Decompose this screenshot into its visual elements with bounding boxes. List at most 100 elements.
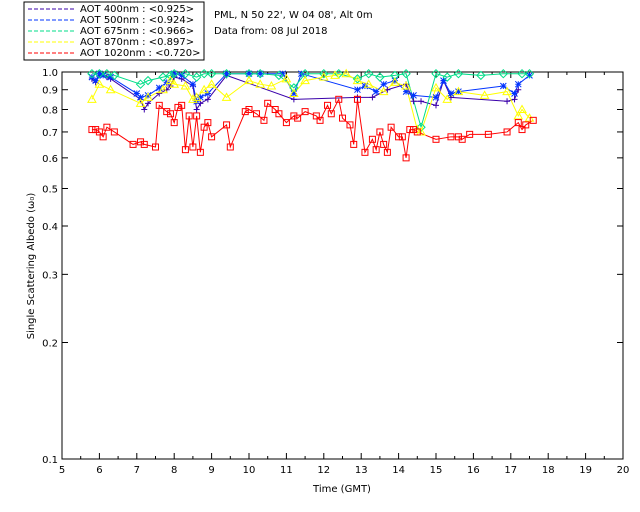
data-point	[484, 130, 492, 138]
data-point	[170, 70, 178, 78]
x-tick-label: 5	[59, 465, 65, 476]
data-point	[517, 68, 527, 79]
data-point	[152, 143, 159, 151]
data-point	[335, 95, 343, 103]
x-tick-label: 14	[392, 465, 405, 476]
data-point	[279, 70, 287, 78]
data-point	[447, 90, 455, 97]
data-point	[526, 72, 533, 79]
data-point	[524, 68, 535, 79]
data-point	[87, 68, 97, 79]
data-point	[391, 77, 399, 84]
data-point	[432, 93, 440, 101]
data-point	[368, 135, 376, 143]
data-point	[522, 121, 530, 129]
x-tick-label: 12	[317, 465, 330, 476]
data-point	[413, 128, 421, 136]
x-tick-label: 13	[355, 465, 368, 476]
data-point	[191, 72, 202, 82]
data-point	[255, 79, 266, 88]
data-point	[511, 96, 518, 103]
data-point	[380, 80, 387, 88]
data-point	[402, 154, 410, 162]
data-point	[158, 84, 168, 94]
data-point	[174, 103, 182, 111]
data-point	[140, 140, 148, 148]
data-point	[515, 86, 522, 93]
data-point	[479, 90, 490, 99]
x-tick-label: 11	[280, 465, 293, 476]
y-tick-label: 0.2	[42, 339, 58, 350]
data-point	[96, 70, 103, 78]
data-point	[135, 79, 146, 89]
data-point	[369, 94, 376, 101]
data-point	[170, 119, 178, 127]
data-point	[387, 123, 395, 131]
data-point	[275, 110, 283, 118]
x-tick-label: 6	[96, 465, 102, 476]
data-point	[503, 128, 511, 136]
data-point	[327, 110, 335, 118]
y-tick-label: 0.5	[42, 184, 58, 195]
data-point	[221, 68, 232, 79]
data-point	[517, 104, 527, 114]
data-point	[165, 70, 176, 81]
data-point	[169, 79, 180, 88]
data-point	[376, 128, 384, 136]
data-point	[256, 70, 264, 78]
data-point	[169, 68, 179, 79]
data-point	[395, 133, 403, 141]
x-tick-label: 16	[467, 465, 480, 476]
data-point	[499, 82, 507, 90]
data-point	[363, 79, 374, 88]
data-point	[433, 102, 439, 109]
legend-entry: AOT 400nm : <0.925>	[80, 4, 194, 15]
data-point	[252, 110, 260, 118]
data-point	[431, 68, 441, 79]
data-point	[103, 123, 111, 131]
x-tick-label: 17	[504, 465, 517, 476]
legend-entry: AOT 870nm : <0.897>	[80, 37, 194, 48]
data-point	[143, 92, 153, 101]
data-point	[346, 121, 354, 129]
data-point	[375, 72, 385, 82]
data-point	[178, 101, 186, 109]
data-point	[410, 98, 417, 105]
x-tick-label: 10	[243, 465, 256, 476]
data-point	[245, 106, 253, 114]
data-point	[245, 70, 253, 78]
data-point	[453, 86, 464, 96]
data-point	[255, 68, 265, 79]
legend-entry: AOT 675nm : <0.966>	[80, 26, 194, 37]
data-point	[410, 126, 418, 134]
legend: AOT 400nm : <0.925>AOT 500nm : <0.924>AO…	[23, 1, 205, 61]
series-line	[91, 73, 530, 133]
data-point	[158, 72, 168, 82]
data-point	[223, 121, 231, 129]
data-point	[372, 146, 380, 154]
data-point	[289, 88, 299, 97]
data-point	[180, 68, 191, 79]
data-point	[300, 68, 310, 79]
data-point	[191, 92, 202, 101]
data-point	[352, 74, 363, 84]
data-point	[502, 86, 512, 96]
data-point	[410, 92, 417, 99]
data-point	[318, 72, 329, 81]
data-point	[458, 135, 466, 143]
legend-entry: AOT 1020nm : <0.720>	[80, 48, 200, 59]
data-point	[380, 140, 388, 148]
data-point	[155, 84, 163, 92]
data-point	[401, 68, 411, 79]
y-axis-label: Single Scattering Albedo (ω₀)	[26, 193, 37, 340]
data-point	[319, 68, 329, 79]
y-tick-label: 0.8	[42, 106, 58, 117]
data-point	[260, 116, 268, 124]
y-tick-label: 0.4	[42, 222, 58, 233]
data-point	[529, 116, 537, 124]
data-point	[189, 80, 197, 88]
data-point	[440, 77, 447, 84]
data-point	[206, 79, 217, 88]
data-point	[513, 110, 524, 120]
